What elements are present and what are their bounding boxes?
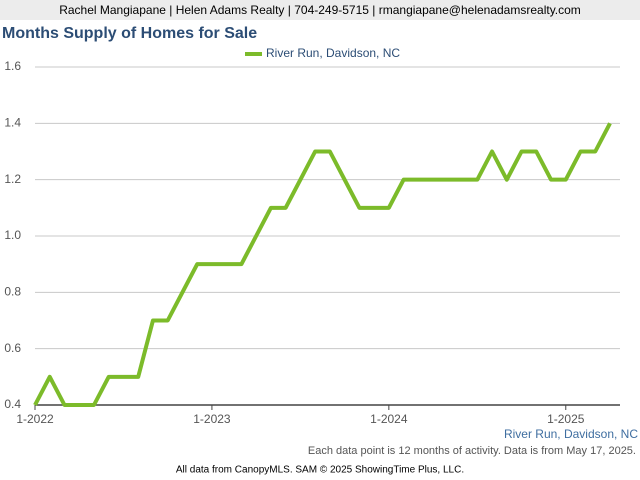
y-tick-label: 0.4 (4, 397, 21, 411)
x-tick-label: 1-2025 (547, 412, 585, 426)
y-tick-label: 0.6 (4, 341, 21, 355)
x-tick-label: 1-2022 (16, 412, 54, 426)
footer: All data from CanopyMLS. SAM © 2025 Show… (176, 465, 464, 476)
y-tick-label: 1.0 (4, 228, 21, 242)
series-line (33, 122, 612, 407)
chart-title: Months Supply of Homes for Sale (2, 25, 257, 42)
y-tick-label: 1.6 (4, 59, 21, 73)
note: Each data point is 12 months of activity… (308, 445, 636, 457)
area-label: River Run, Davidson, NC (504, 427, 638, 441)
header-bar (0, 0, 640, 20)
x-tick-label: 1-2024 (370, 412, 408, 426)
legend-label: River Run, Davidson, NC (266, 46, 400, 60)
header-text: Rachel Mangiapane | Helen Adams Realty |… (59, 3, 581, 17)
x-tick-label: 1-2023 (193, 412, 231, 426)
y-tick-label: 0.8 (4, 285, 21, 299)
y-tick-label: 1.2 (4, 172, 21, 186)
y-tick-label: 1.4 (4, 116, 21, 130)
